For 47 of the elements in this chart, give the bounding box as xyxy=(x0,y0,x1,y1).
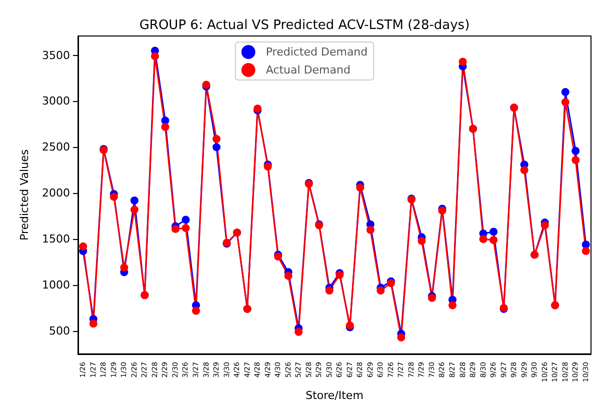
point xyxy=(161,122,170,131)
y-tick-label: 3000 xyxy=(42,94,70,108)
y-tick-label: 2500 xyxy=(42,140,70,154)
point xyxy=(212,134,221,143)
point xyxy=(212,143,221,152)
point xyxy=(284,272,292,280)
point xyxy=(572,156,580,164)
y-tick-label: 1000 xyxy=(42,278,70,292)
point xyxy=(130,206,138,214)
point xyxy=(582,247,590,256)
point xyxy=(418,236,426,245)
y-tick-label: 3500 xyxy=(42,48,70,62)
legend-label: Actual Demand xyxy=(266,64,350,76)
point xyxy=(458,58,467,66)
point xyxy=(150,52,159,60)
point xyxy=(130,196,138,204)
x-axis-title: Store/Item xyxy=(306,389,364,402)
point xyxy=(572,146,580,155)
point xyxy=(582,240,590,249)
point xyxy=(376,286,385,295)
point xyxy=(448,301,456,310)
point xyxy=(366,226,374,234)
point xyxy=(79,242,88,250)
point xyxy=(520,166,528,174)
point xyxy=(490,228,498,236)
point xyxy=(182,224,190,232)
point xyxy=(171,224,180,233)
point xyxy=(325,286,334,295)
point xyxy=(561,88,570,96)
legend-label: Predicted Demand xyxy=(266,46,368,58)
point xyxy=(110,192,118,201)
chart-title: GROUP 6: Actual VS Predicted ACV-LSTM (28-days) xyxy=(139,18,470,33)
y-axis-title: Predicted Values xyxy=(18,149,31,241)
point xyxy=(120,264,128,272)
point xyxy=(490,236,498,244)
point xyxy=(89,320,98,328)
y-tick-label: 2000 xyxy=(42,186,70,200)
point xyxy=(356,184,364,192)
point xyxy=(397,333,406,342)
point xyxy=(192,306,200,315)
y-tick-label: 1500 xyxy=(42,232,70,246)
point xyxy=(561,98,570,106)
point xyxy=(182,216,190,224)
point xyxy=(479,235,488,244)
point xyxy=(540,221,549,230)
point xyxy=(294,328,303,336)
y-tick-label: 500 xyxy=(49,324,70,338)
